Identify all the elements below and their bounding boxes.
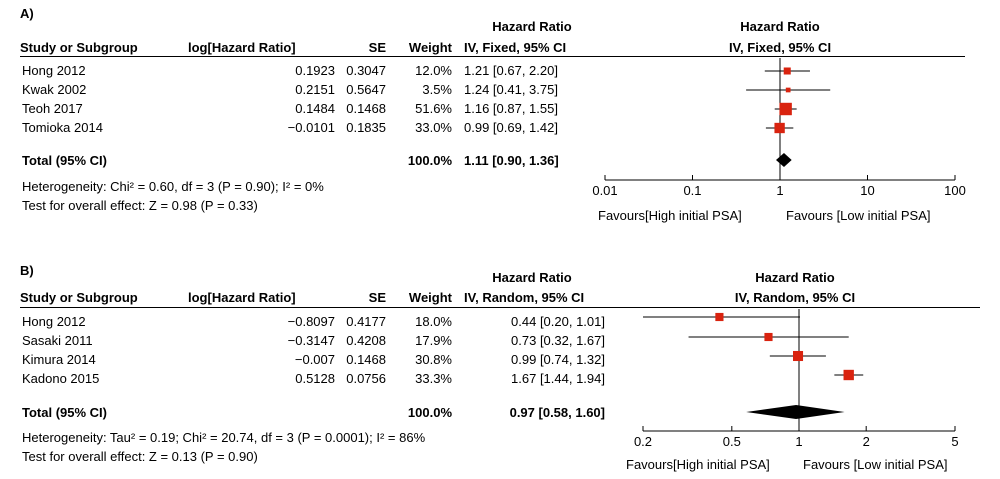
- study-se: 0.1835: [346, 120, 386, 135]
- forest-plot: 0.01 0.1 1 10 100: [592, 58, 966, 198]
- study-loghr: −0.3147: [287, 333, 335, 348]
- total-ci: 1.11 [0.90, 1.36]: [464, 153, 559, 168]
- x-tick-label: 0.2: [634, 434, 652, 449]
- header-hr-method: IV, Fixed, 95% CI: [464, 40, 567, 55]
- point-estimate-square: [793, 350, 804, 362]
- header-rule: [20, 56, 965, 57]
- study-loghr: 0.1484: [295, 101, 335, 116]
- panel-label: A): [20, 6, 34, 21]
- point-estimate-square: [843, 369, 854, 381]
- x-tick-label: 0.01: [592, 183, 617, 198]
- study-weight: 18.0%: [415, 314, 452, 329]
- total-label: Total (95% CI): [22, 153, 107, 168]
- plot-column-title: Hazard Ratio: [740, 19, 820, 34]
- x-tick-label: 10: [860, 183, 874, 198]
- header-study: Study or Subgroup: [20, 290, 138, 305]
- study-ci: 1.67 [1.44, 1.94]: [511, 371, 605, 386]
- panel-label: B): [20, 263, 34, 278]
- study-name: Sasaki 2011: [22, 333, 93, 348]
- study-weight: 30.8%: [415, 352, 452, 367]
- total-label: Total (95% CI): [22, 405, 107, 420]
- header-study: Study or Subgroup: [20, 40, 138, 55]
- study-weight: 33.3%: [415, 371, 452, 386]
- header-se: SE: [368, 40, 386, 55]
- study-ci: 1.21 [0.67, 2.20]: [464, 63, 558, 78]
- study-weight: 17.9%: [415, 333, 452, 348]
- heterogeneity-text: Heterogeneity: Tau² = 0.19; Chi² = 20.74…: [22, 430, 426, 445]
- study-se: 0.4208: [346, 333, 386, 348]
- x-tick-label: 5: [951, 434, 958, 449]
- point-estimate-square: [779, 102, 792, 116]
- x-tick-label: 100: [944, 183, 966, 198]
- x-tick-label: 1: [776, 183, 783, 198]
- study-loghr: 0.1923: [295, 63, 335, 78]
- forest-panel-a: A) Hazard Ratio Hazard Ratio Study or Su…: [20, 6, 966, 223]
- header-plot-method: IV, Fixed, 95% CI: [728, 40, 832, 55]
- study-weight: 12.0%: [415, 63, 452, 78]
- study-weight: 3.5%: [422, 82, 452, 97]
- heterogeneity-text: Heterogeneity: Chi² = 0.60, df = 3 (P = …: [22, 179, 324, 194]
- favours-left-label: Favours[High initial PSA]: [626, 457, 770, 472]
- study-name: Hong 2012: [22, 63, 86, 78]
- study-loghr: 0.5128: [295, 371, 335, 386]
- point-estimate-square: [785, 87, 791, 93]
- study-name: Kadono 2015: [22, 371, 100, 386]
- study-weight: 51.6%: [415, 101, 452, 116]
- study-loghr: −0.0101: [287, 120, 335, 135]
- study-loghr: −0.007: [294, 352, 335, 367]
- x-tick-label: 0.1: [683, 183, 701, 198]
- point-estimate-square: [715, 312, 724, 322]
- study-ci: 0.73 [0.32, 1.67]: [511, 333, 605, 348]
- study-ci: 0.44 [0.20, 1.01]: [511, 314, 605, 329]
- study-ci: 1.16 [0.87, 1.55]: [464, 101, 558, 116]
- point-estimate-square: [774, 122, 785, 134]
- study-name: Hong 2012: [22, 314, 86, 329]
- hr-column-title: Hazard Ratio: [492, 270, 572, 285]
- header-weight: Weight: [408, 290, 452, 305]
- study-name: Teoh 2017: [22, 101, 83, 116]
- x-tick-label: 2: [863, 434, 870, 449]
- total-weight: 100.0%: [407, 153, 452, 168]
- study-name: Kimura 2014: [22, 352, 96, 367]
- study-se: 0.0756: [346, 371, 386, 386]
- header-plot-method: IV, Random, 95% CI: [734, 290, 856, 305]
- study-ci: 0.99 [0.74, 1.32]: [511, 352, 605, 367]
- study-ci: 1.24 [0.41, 3.75]: [464, 82, 558, 97]
- study-loghr: −0.8097: [287, 314, 335, 329]
- header-rule: [20, 307, 980, 308]
- study-se: 0.1468: [346, 352, 386, 367]
- point-estimate-square: [764, 332, 773, 342]
- study-se: 0.4177: [346, 314, 386, 329]
- pooled-diamond: [775, 153, 792, 167]
- x-tick-label: 1: [795, 434, 802, 449]
- header-hr-method: IV, Random, 95% CI: [464, 290, 585, 305]
- favours-right-label: Favours [Low initial PSA]: [786, 208, 931, 223]
- study-ci: 0.99 [0.69, 1.42]: [464, 120, 558, 135]
- favours-right-label: Favours [Low initial PSA]: [803, 457, 948, 472]
- study-se: 0.1468: [346, 101, 386, 116]
- study-se: 0.5647: [346, 82, 386, 97]
- header-loghr: log[Hazard Ratio]: [188, 290, 296, 305]
- study-loghr: 0.2151: [295, 82, 335, 97]
- x-tick-label: 0.5: [723, 434, 741, 449]
- study-name: Kwak 2002: [22, 82, 87, 97]
- study-name: Tomioka 2014: [22, 120, 103, 135]
- overall-effect-text: Test for overall effect: Z = 0.98 (P = 0…: [22, 198, 258, 213]
- plot-column-title: Hazard Ratio: [755, 270, 835, 285]
- total-weight: 100.0%: [407, 405, 452, 420]
- header-loghr: log[Hazard Ratio]: [188, 40, 296, 55]
- point-estimate-square: [783, 67, 791, 75]
- favours-left-label: Favours[High initial PSA]: [598, 208, 742, 223]
- header-se: SE: [368, 290, 386, 305]
- hr-column-title: Hazard Ratio: [492, 19, 572, 34]
- overall-effect-text: Test for overall effect: Z = 0.13 (P = 0…: [22, 449, 258, 464]
- study-se: 0.3047: [346, 63, 386, 78]
- header-weight: Weight: [408, 40, 452, 55]
- total-ci: 0.97 [0.58, 1.60]: [509, 405, 605, 420]
- study-weight: 33.0%: [415, 120, 452, 135]
- pooled-diamond: [746, 405, 845, 419]
